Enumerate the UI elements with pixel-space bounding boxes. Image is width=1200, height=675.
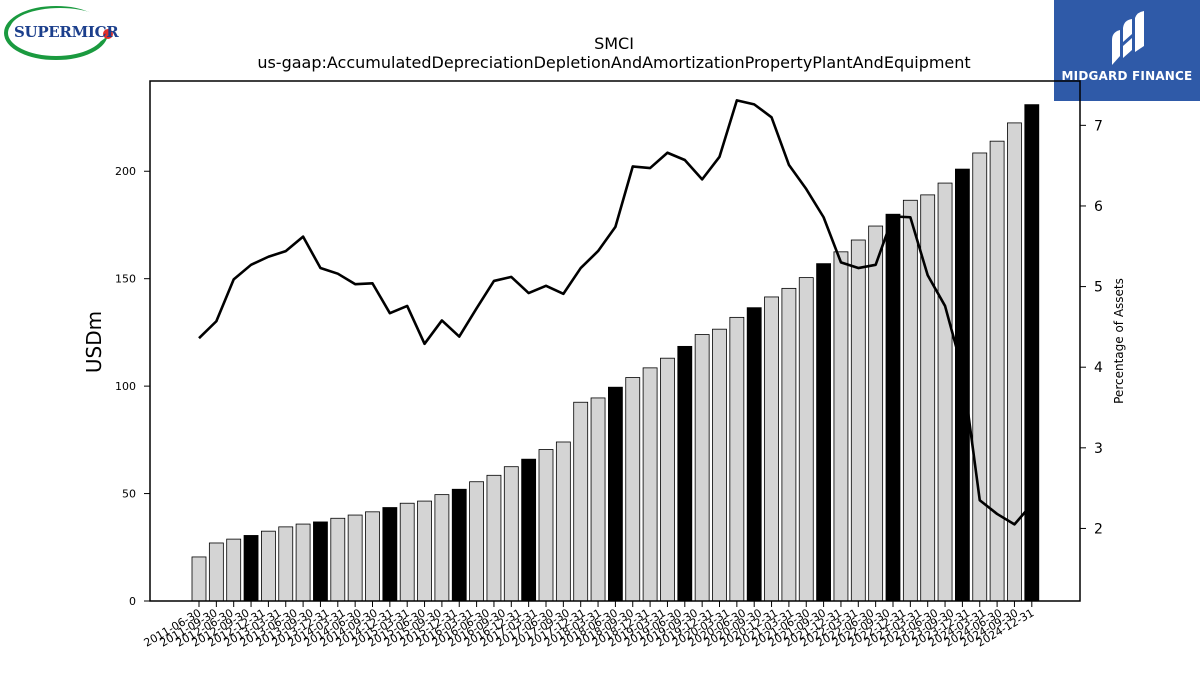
y2-tick-label: 4 [1094, 360, 1103, 376]
bar [208, 542, 224, 602]
supermicro-logo-mark [4, 6, 113, 60]
y2-tick-label: 5 [1094, 280, 1103, 296]
y2-axis-label: Percentage of Assets [1112, 278, 1126, 404]
y2-tick-label: 3 [1094, 441, 1103, 457]
midgard-mark-icon [1112, 11, 1144, 65]
midgard-finance-logo: MIDGARD FINANCE [1054, 0, 1200, 101]
y2-tick-label: 7 [1094, 118, 1103, 134]
bar [399, 502, 415, 602]
bar [868, 225, 884, 602]
bar [937, 182, 953, 602]
bar [746, 307, 762, 602]
y2-tick-label: 6 [1094, 199, 1103, 215]
y-axis-label: USDm [82, 311, 106, 373]
bar [434, 494, 450, 602]
y-tick-label: 100 [115, 380, 136, 393]
bar [972, 152, 988, 602]
bar [486, 474, 502, 602]
bar [885, 213, 901, 602]
bar [712, 328, 727, 602]
chart-subtitle: us-gaap:AccumulatedDepreciationDepletion… [257, 53, 970, 72]
bar [660, 357, 675, 602]
bar [1007, 122, 1022, 602]
bar [764, 296, 779, 602]
percentage-line [198, 99, 1033, 526]
supermicro-logo: SUPERMICR [4, 5, 119, 61]
bar [503, 466, 519, 602]
bar [781, 287, 797, 602]
bar [573, 401, 589, 602]
bar [295, 523, 311, 602]
bar [642, 367, 658, 602]
y-tick-label: 0 [129, 595, 136, 608]
bar [243, 535, 259, 602]
line-series [198, 99, 1033, 526]
chart-title: SMCI [594, 34, 634, 53]
bar [226, 538, 242, 602]
bar [955, 168, 970, 602]
x-axis: 2011-06-302011-09-302012-06-302012-09-30… [142, 601, 1036, 650]
bar [902, 199, 918, 602]
bar [694, 334, 710, 602]
bar [260, 530, 276, 602]
bar [555, 441, 571, 602]
bar [1024, 104, 1040, 602]
bar [590, 397, 606, 602]
bar [191, 556, 207, 602]
bar [989, 140, 1005, 602]
bar [347, 514, 363, 602]
bar [625, 377, 641, 602]
bar [469, 481, 485, 602]
midgard-finance-text: MIDGARD FINANCE [1061, 69, 1193, 83]
bar [278, 526, 294, 602]
y-tick-label: 200 [115, 165, 136, 178]
bar [816, 263, 831, 602]
bar [798, 277, 814, 602]
y-tick-label: 150 [115, 273, 136, 286]
bar [417, 500, 432, 602]
bar [313, 521, 328, 602]
bar [330, 517, 346, 602]
bar-series [191, 104, 1040, 602]
bar [451, 488, 467, 602]
supermicro-red-dot [103, 29, 113, 39]
y-axis-right: 2 3 4 5 6 7 [1080, 118, 1103, 537]
bar [677, 345, 693, 602]
bar [833, 251, 849, 602]
bar [538, 449, 554, 602]
bar [521, 458, 537, 602]
y-tick-label: 50 [122, 488, 136, 501]
y-axis-left: 0 50 100 150 200 [115, 165, 150, 608]
y2-tick-label: 2 [1094, 521, 1103, 537]
bar [850, 239, 866, 602]
bar [608, 386, 623, 602]
bar [365, 511, 380, 602]
bar [729, 316, 745, 602]
supermicro-logo-text: SUPERMICR [14, 23, 119, 41]
bar [382, 507, 398, 602]
